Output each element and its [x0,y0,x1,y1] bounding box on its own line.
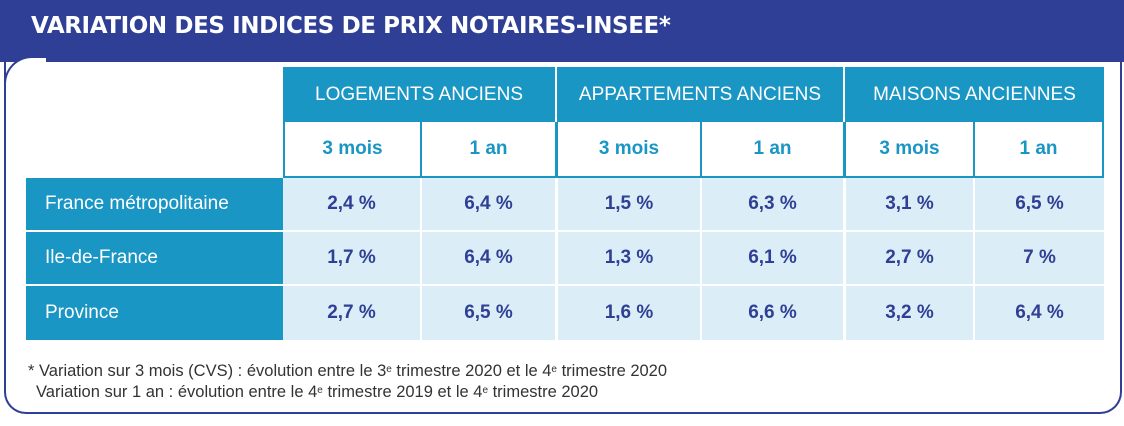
subheader-3-mois: 3 mois [843,122,973,178]
value-cell: 1,5 % [555,178,700,232]
price-index-table: LOGEMENTS ANCIENS APPARTEMENTS ANCIENS M… [26,67,1104,340]
value-cell: 6,4 % [973,286,1104,340]
value-cell: 6,4 % [420,232,555,286]
subheader-3-mois: 3 mois [283,122,420,178]
corner-cell [26,67,283,122]
row-label: France métropolitaine [26,178,283,232]
footnote-line-2: Variation sur 1 an : évolution entre le … [36,383,599,401]
subheader-3-mois: 3 mois [555,122,700,178]
footnote-line-1: * Variation sur 3 mois (CVS) : évolution… [28,362,668,380]
table-row: France métropolitaine 2,4 % 6,4 % 1,5 % … [26,178,1104,232]
value-cell: 6,3 % [700,178,843,232]
subheader-1-an: 1 an [973,122,1104,178]
table-row: Ile-de-France 1,7 % 6,4 % 1,3 % 6,1 % 2,… [26,232,1104,286]
value-cell: 2,4 % [283,178,420,232]
value-cell: 1,6 % [555,286,700,340]
subheader-1-an: 1 an [420,122,555,178]
value-cell: 3,1 % [843,178,973,232]
value-cell: 2,7 % [843,232,973,286]
value-cell: 6,5 % [973,178,1104,232]
value-cell: 2,7 % [283,286,420,340]
value-cell: 7 % [973,232,1104,286]
value-cell: 6,5 % [420,286,555,340]
group-header-maisons: MAISONS ANCIENNES [843,67,1104,122]
value-cell: 3,2 % [843,286,973,340]
title-bar [0,0,1124,62]
value-cell: 6,4 % [420,178,555,232]
subheader-1-an: 1 an [700,122,843,178]
row-label: Province [26,286,283,340]
group-header-logements: LOGEMENTS ANCIENS [283,67,555,122]
table-row: Province 2,7 % 6,5 % 1,6 % 6,6 % 3,2 % 6… [26,286,1104,340]
footnote: * Variation sur 3 mois (CVS) : évolution… [28,361,667,403]
value-cell: 6,6 % [700,286,843,340]
value-cell: 1,3 % [555,232,700,286]
value-cell: 1,7 % [283,232,420,286]
group-header-appartements: APPARTEMENTS ANCIENS [555,67,843,122]
page-title: VARIATION DES INDICES DE PRIX NOTAIRES-I… [31,13,671,39]
row-label: Ile-de-France [26,232,283,286]
corner-cell [26,122,283,178]
value-cell: 6,1 % [700,232,843,286]
